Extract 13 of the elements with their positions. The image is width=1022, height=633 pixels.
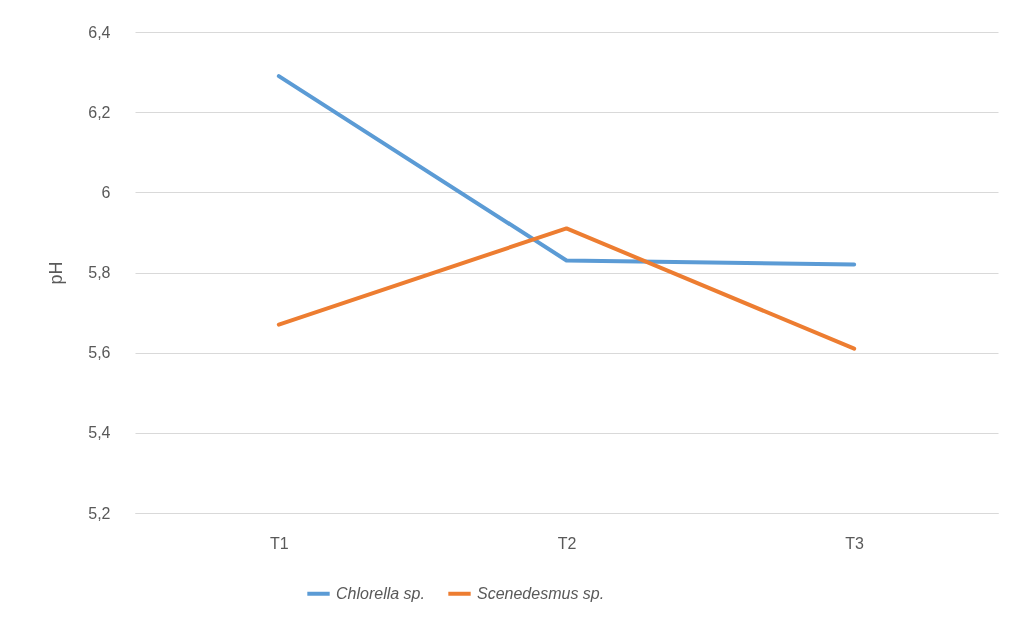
y-tick-label: 5,8	[88, 264, 111, 281]
x-tick-label: T1	[270, 534, 289, 552]
y-tick-label: 6	[101, 183, 111, 201]
y-tick-label: 6,2	[88, 103, 111, 121]
y-axis-title: pH	[46, 261, 67, 285]
x-tick-label: T3	[845, 534, 865, 552]
y-tick-label: 5,2	[88, 504, 111, 522]
legend-label: Scenedesmus sp.	[477, 584, 605, 602]
y-tick-label: 5,4	[88, 424, 111, 442]
x-tick-label: T2	[557, 534, 577, 552]
y-tick-label: 5,6	[88, 344, 111, 362]
legend-label: Chlorella sp.	[336, 584, 425, 602]
y-tick-label: 6,4	[88, 23, 111, 41]
